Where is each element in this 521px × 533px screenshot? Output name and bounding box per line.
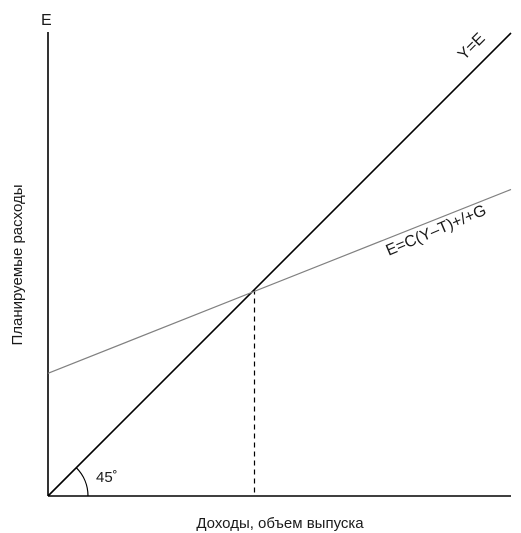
angle-label: 45˚ [96,469,118,486]
series-label-2: E=C(Y–T)+/+G [384,202,489,260]
series-label-1: Y=E [455,30,489,64]
series-line-1 [47,32,512,497]
series-group: Y=E E=C(Y–T)+/+G [47,30,512,497]
series-line-2 [47,188,512,374]
y-axis-label: Планируемые расходы [9,184,26,345]
x-axis-label: Доходы, объем выпуска [196,515,364,532]
angle-arc [75,467,89,497]
y-axis-symbol: E [41,12,52,29]
